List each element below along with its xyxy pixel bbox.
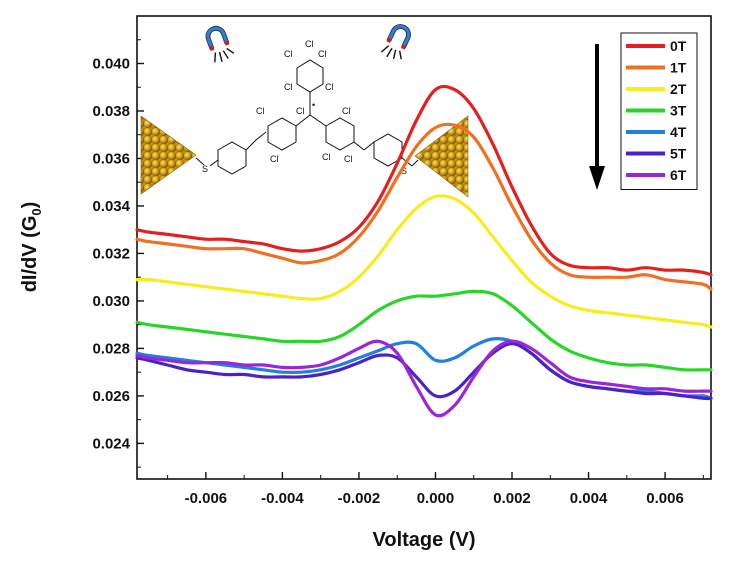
chlorine-label: Cl [322,152,331,162]
field-direction-arrow [589,44,605,190]
x-axis-title: Voltage (V) [373,529,476,551]
series-layer [135,84,713,418]
chlorine-label: Cl [284,49,293,59]
y-tick-label: 0.030 [92,293,130,310]
x-tick-label: -0.004 [261,490,304,507]
chlorine-label: Cl [305,39,314,49]
sulfur-label-left: S [202,164,208,174]
series-line-5T [135,342,713,401]
chlorine-label: Cl [256,106,265,116]
series-line-6T [135,339,713,418]
x-axis: -0.006 -0.004 -0.002 0.000 0.002 0.004 0.006 [167,472,704,507]
legend: 0T 1T 2T 3T 4T 5T 6T [620,32,698,190]
y-tick-label: 0.028 [92,340,130,357]
x-tick-label: 0.004 [570,490,608,507]
chlorine-label: Cl [296,106,305,116]
atom-labels: S S • Cl Cl Cl Cl Cl Cl Cl Cl Cl Cl Cl [202,39,407,176]
chlorine-label: Cl [344,154,353,164]
molecule-inset: S S • Cl Cl Cl Cl Cl Cl Cl Cl Cl Cl Cl [140,24,469,198]
x-tick-label: -0.002 [338,490,381,507]
legend-label-2T: 2T [670,81,687,97]
gold-electrode-right [414,115,469,198]
y-tick-label: 0.038 [92,103,130,120]
magnet-left-icon [205,26,235,63]
chlorine-label: Cl [270,154,279,164]
series-line-3T [135,289,713,372]
series-line-2T [135,194,713,329]
y-tick-label: 0.024 [92,435,130,452]
y-tick-label: 0.032 [92,245,130,262]
y-axis-title: dI/dV (G0) [19,202,44,293]
series-line-0T [135,84,713,277]
chlorine-label: Cl [325,82,334,92]
y-tick-label: 0.040 [92,55,130,72]
series-line-1T [135,122,713,291]
legend-label-5T: 5T [670,146,687,162]
x-tick-label: 0.000 [417,490,455,507]
sulfur-label-right: S [401,166,407,176]
y-axis-title-close: ) [19,202,41,209]
gold-electrode-left [140,115,197,195]
y-axis: 0.024 0.026 0.028 0.030 0.032 0.034 0.036 0.038… [92,39,144,468]
y-axis-title-main: dI/dV (G [19,216,41,293]
molecule-structure [195,59,419,175]
chlorine-label: Cl [342,106,351,116]
x-tick-label: 0.006 [646,490,684,507]
legend-label-6T: 6T [670,167,687,183]
magnet-right-icon [380,24,411,60]
y-tick-label: 0.034 [92,198,130,215]
chlorine-label: Cl [284,82,293,92]
y-tick-label: 0.036 [92,150,130,167]
legend-label-4T: 4T [670,124,687,140]
chlorine-label: Cl [318,49,327,59]
legend-label-0T: 0T [670,38,687,54]
y-axis-title-subscript: 0 [29,208,44,215]
y-tick-label: 0.026 [92,388,130,405]
radical-dot: • [312,100,315,110]
legend-label-1T: 1T [670,60,687,76]
x-tick-label: 0.002 [493,490,531,507]
x-tick-label: -0.006 [185,490,228,507]
plot-frame [136,15,712,480]
legend-label-3T: 3T [670,103,687,119]
